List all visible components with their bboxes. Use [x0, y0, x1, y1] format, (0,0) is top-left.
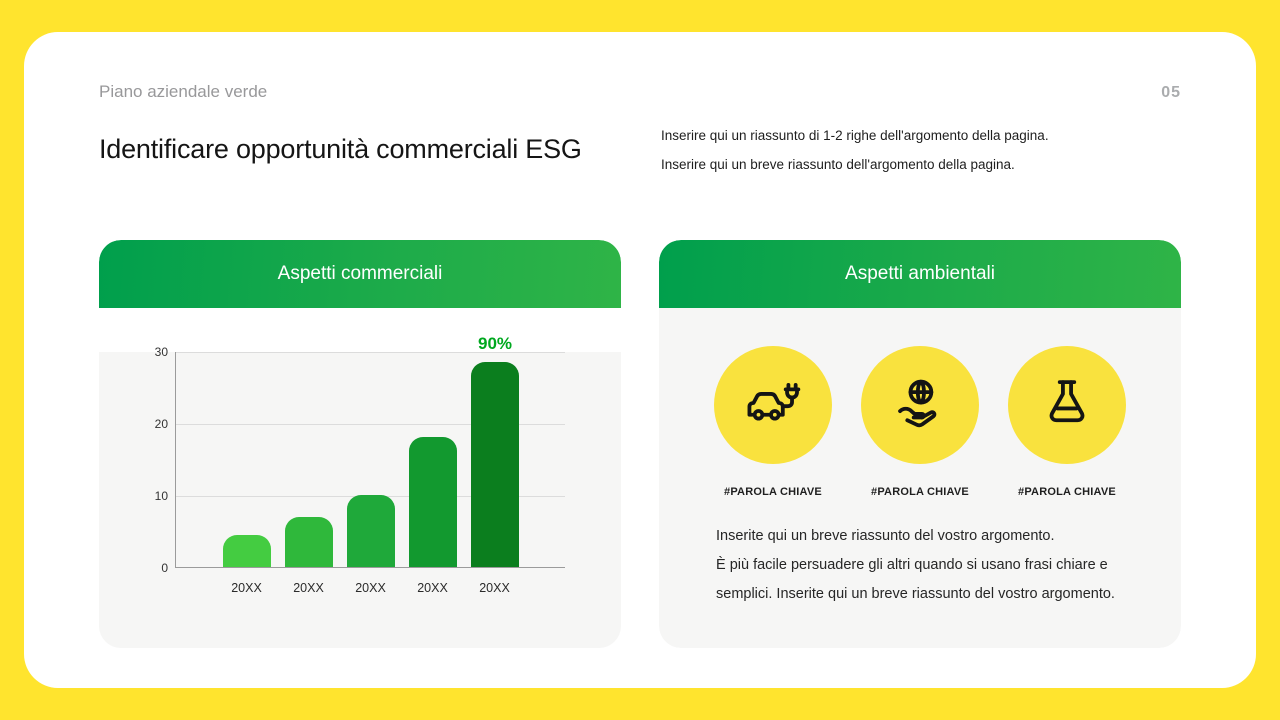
bars-group — [176, 361, 565, 567]
environment-summary-line-2: È più facile persuadere gli altri quando… — [716, 557, 1108, 573]
environment-summary: Inserite qui un breve riassunto del vost… — [659, 522, 1181, 609]
bar-0 — [222, 534, 271, 567]
x-axis-label: 20XX — [417, 581, 448, 595]
bar-2 — [346, 495, 395, 567]
environment-card-title: Aspetti ambientali — [845, 263, 995, 284]
keyword-item-flask: #PAROLA CHIAVE — [1008, 346, 1126, 498]
eyebrow: Piano aziendale verde — [99, 82, 268, 101]
gridline — [176, 352, 565, 353]
bar-4 — [470, 361, 519, 567]
keyword-circle — [714, 346, 832, 464]
keyword-circle — [1008, 346, 1126, 464]
keyword-label: #PAROLA CHIAVE — [724, 486, 822, 498]
y-axis-tick-label: 0 — [161, 561, 168, 575]
slide-card: Piano aziendale verde 05 Identificare op… — [24, 32, 1256, 688]
commercial-card-header: Aspetti commerciali — [99, 240, 621, 308]
environment-panel: #PAROLA CHIAVE — [659, 308, 1181, 648]
keyword-circle — [861, 346, 979, 464]
bar-chart-panel: 0 10 20 30 20XX 20XX 20XX 20XX 20XX 90% — [99, 334, 621, 648]
environment-card-header: Aspetti ambientali — [659, 240, 1181, 308]
keyword-label: #PAROLA CHIAVE — [871, 486, 969, 498]
keyword-label: #PAROLA CHIAVE — [1018, 486, 1116, 498]
keyword-item-globe: #PAROLA CHIAVE — [861, 346, 979, 498]
y-axis-tick-label: 20 — [154, 417, 168, 431]
x-axis-label: 20XX — [355, 581, 386, 595]
slide-header-row: Piano aziendale verde 05 — [99, 82, 1181, 102]
summary-line-1: Inserire qui un riassunto di 1-2 righe d… — [661, 128, 1049, 143]
chart-annotation: 90% — [477, 333, 513, 353]
summary-line-2: Inserire qui un breve riassunto dell'arg… — [661, 157, 1015, 172]
x-axis-labels: 20XX 20XX 20XX 20XX 20XX — [176, 581, 565, 595]
bar-1 — [284, 516, 333, 567]
electric-car-icon — [744, 374, 802, 437]
globe-hand-icon — [891, 374, 949, 437]
page-number: 05 — [1161, 84, 1181, 101]
page-title: Identificare opportunità commerciali ESG — [99, 134, 582, 164]
environment-card: Aspetti ambientali — [659, 240, 1181, 648]
x-axis-label: 20XX — [479, 581, 510, 595]
cards-row: Aspetti commerciali 0 10 20 30 20XX 20XX 20XX 2… — [99, 240, 1181, 648]
commercial-card: Aspetti commerciali 0 10 20 30 20XX 20XX 20XX 2… — [99, 240, 621, 648]
commercial-card-title: Aspetti commerciali — [277, 263, 443, 284]
environment-summary-line-1: Inserite qui un breve riassunto del vost… — [716, 528, 1055, 544]
page-summary: Inserire qui un riassunto di 1-2 righe d… — [661, 128, 1181, 186]
bar-3 — [408, 437, 457, 567]
y-axis-tick-label: 10 — [154, 489, 168, 503]
title-row: Identificare opportunità commerciali ESG… — [99, 128, 1181, 186]
x-axis-label: 20XX — [231, 581, 262, 595]
y-axis-tick-label: 30 — [154, 345, 168, 359]
x-axis-label: 20XX — [293, 581, 324, 595]
gridline — [176, 424, 565, 425]
bar-chart: 0 10 20 30 20XX 20XX 20XX 20XX 20XX 90% — [155, 334, 565, 595]
flask-icon — [1038, 374, 1096, 437]
environment-summary-line-3: semplici. Inserite qui un breve riassunt… — [716, 586, 1115, 602]
keyword-item-ev: #PAROLA CHIAVE — [714, 346, 832, 498]
keyword-row: #PAROLA CHIAVE — [659, 308, 1181, 498]
